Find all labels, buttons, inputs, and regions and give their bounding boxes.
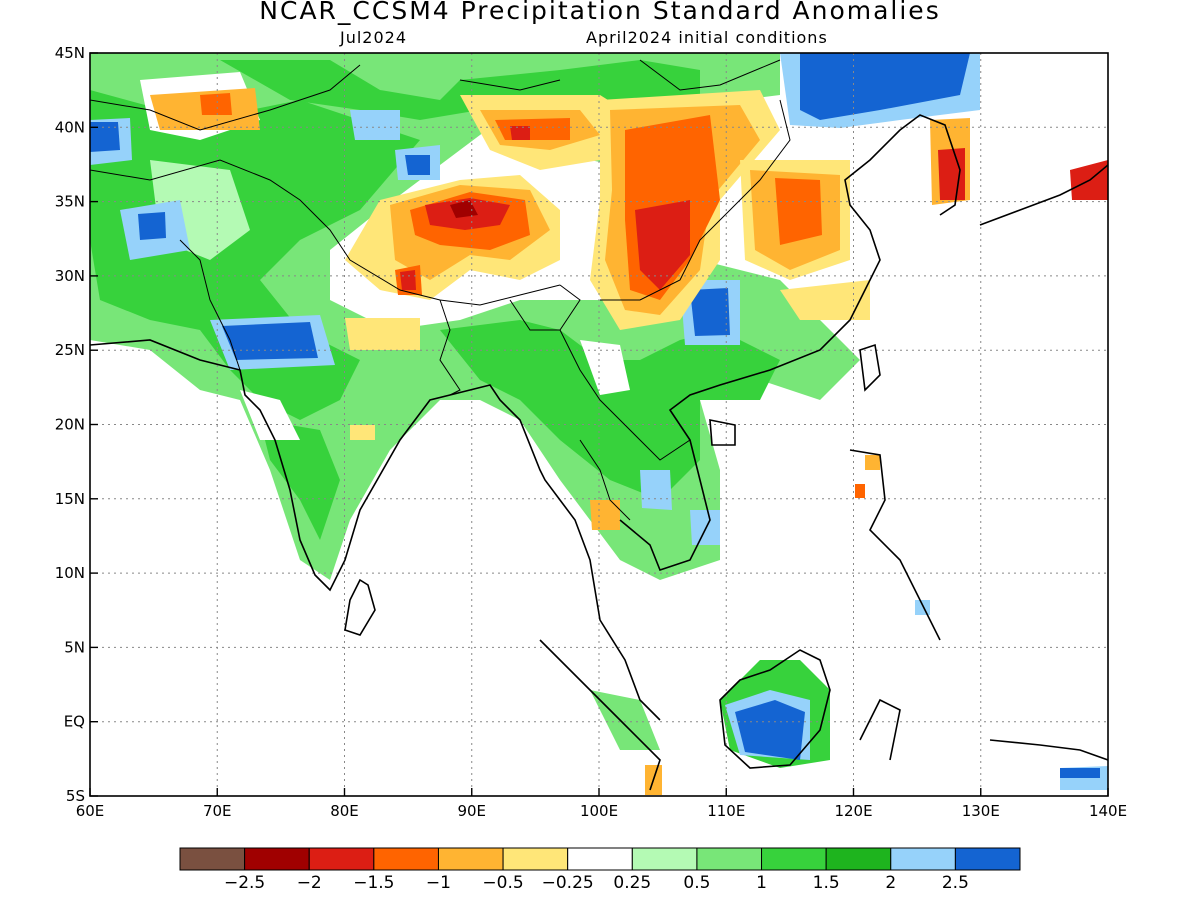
y-tick-label: 5N [64, 638, 85, 656]
x-tick-label: 120E [834, 802, 872, 820]
colorbar-swatch [373, 847, 439, 871]
x-tick-label: 90E [457, 802, 486, 820]
colorbar-swatch [696, 847, 763, 871]
x-tick-label: 60E [76, 802, 105, 820]
colorbar-label: 1 [756, 873, 767, 893]
y-tick-label: EQ [64, 713, 85, 731]
colorbar-swatch [244, 847, 310, 871]
x-tick-label: 110E [707, 802, 745, 820]
colorbar-swatch [567, 847, 633, 871]
colorbar: −2.5 −2 −1.5 −1 −0.5 −0.25 0.25 0.5 1 1.5 2 2.5 [179, 847, 1021, 893]
colorbar-label: −1 [426, 873, 451, 893]
x-tick-label: 100E [580, 802, 618, 820]
colorbar-label: 2 [885, 873, 896, 893]
colorbar-label: 0.25 [613, 873, 651, 893]
colorbar-label: −1.5 [353, 873, 394, 893]
initial-conditions: April2024 initial conditions [586, 28, 828, 47]
colorbar-label: −2 [297, 873, 322, 893]
colorbar-label: −0.25 [542, 873, 594, 893]
colorbar-swatch [502, 847, 569, 871]
forecast-month: Jul2024 [340, 28, 408, 47]
colorbar-swatch [954, 847, 1021, 871]
colorbar-label: 0.5 [683, 873, 710, 893]
y-tick-label: 5S [66, 787, 85, 805]
colorbar-swatch [761, 847, 827, 871]
y-tick-label: 25N [55, 341, 85, 359]
x-tick-label: 140E [1089, 802, 1127, 820]
y-tick-label: 20N [55, 416, 85, 434]
y-tick-label: 40N [55, 118, 85, 136]
colorbar-swatch [308, 847, 375, 871]
colorbar-swatch [179, 847, 246, 871]
y-tick-label: 10N [55, 564, 85, 582]
y-tick-label: 30N [55, 267, 85, 285]
y-tick-label: 45N [55, 44, 85, 62]
colorbar-label: 1.5 [813, 873, 840, 893]
colorbar-label: −0.5 [482, 873, 523, 893]
country-borders [90, 59, 791, 521]
x-tick-label: 70E [203, 802, 232, 820]
axis-ticks: 60E 70E 80E 90E 100E 110E 120E 130E 140E 5S EQ 5N 10… [55, 44, 1127, 820]
colorbar-swatch [890, 847, 956, 871]
x-tick-label: 80E [330, 802, 359, 820]
map-title: NCAR_CCSM4 Precipitation Standard Anomal… [259, 0, 941, 25]
colorbar-swatch [631, 847, 698, 871]
colorbar-swatch [437, 847, 504, 871]
coastlines [90, 114, 1108, 791]
colorbar-label: 2.5 [942, 873, 969, 893]
colorbar-swatch [825, 847, 892, 871]
anomaly-field [90, 53, 1108, 795]
colorbar-label: −2.5 [224, 873, 265, 893]
x-tick-label: 130E [962, 802, 1000, 820]
y-tick-label: 15N [55, 490, 85, 508]
y-tick-label: 35N [55, 193, 85, 211]
graticule [90, 53, 1108, 796]
